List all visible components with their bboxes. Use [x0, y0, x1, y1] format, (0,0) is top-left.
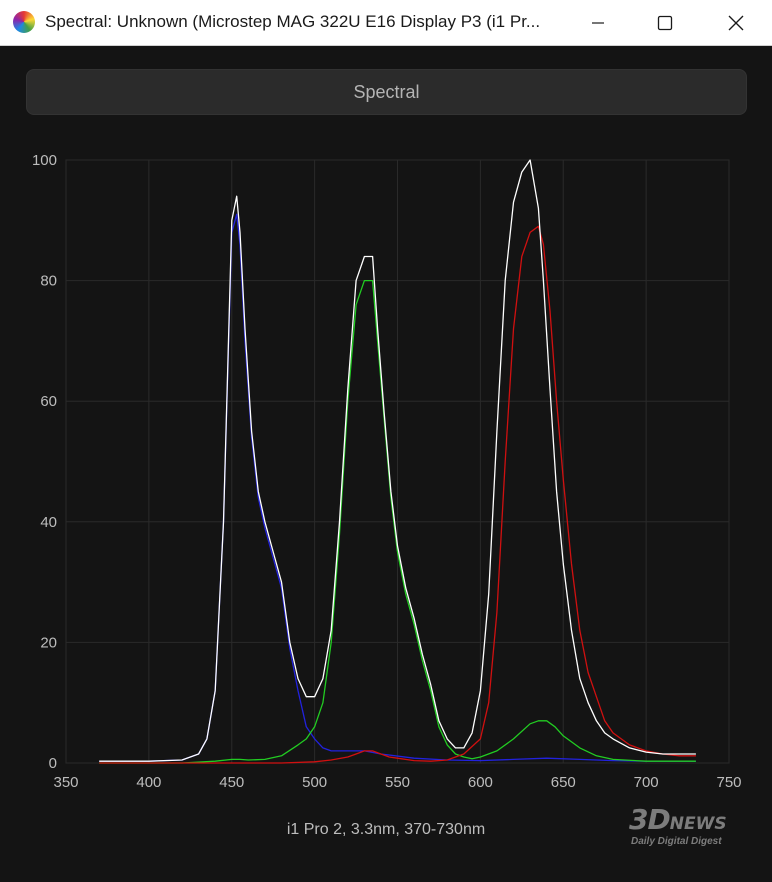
maximize-icon [657, 15, 673, 30]
watermark-brand: 3DNEWS [629, 803, 727, 836]
minimize-button[interactable] [574, 0, 622, 45]
chart-caption: i1 Pro 2, 3.3nm, 370-730nm [286, 821, 486, 838]
white-spectrum-line [99, 159, 696, 762]
chart-series [99, 159, 696, 764]
watermark-logo-suffix: NEWS [669, 814, 727, 834]
x-tick-label: 750 [716, 774, 741, 791]
y-tick-label: 0 [49, 755, 57, 772]
x-tick-label: 350 [53, 774, 78, 791]
x-tick-label: 500 [302, 774, 327, 791]
y-tick-label: 20 [40, 634, 57, 651]
window-title: Spectral: Unknown (Microstep MAG 322U E1… [45, 12, 541, 31]
spectral-mode-button[interactable]: Spectral [26, 69, 747, 115]
y-tick-label: 40 [40, 514, 57, 531]
y-tick-label: 80 [40, 273, 57, 290]
green-spectrum-line [99, 279, 696, 764]
watermark-tagline: Daily Digital Digest [631, 836, 722, 847]
close-icon [728, 15, 744, 30]
x-tick-label: 450 [219, 774, 244, 791]
y-tick-label: 100 [32, 152, 57, 169]
app-color-wheel-icon [13, 11, 35, 33]
x-tick-label: 650 [551, 774, 576, 791]
red-spectrum-line [99, 225, 696, 764]
watermark-logo: 3DNEWS Daily Digital Digest [625, 803, 755, 853]
watermark-logo-text: 3D [629, 803, 671, 836]
x-tick-label: 400 [136, 774, 161, 791]
y-tick-label: 60 [40, 393, 57, 410]
spectral-chart: 350 400 450 500 550 600 650 700 750 0 20 40 60 80 100 [32, 152, 742, 791]
maximize-button[interactable] [641, 0, 689, 45]
x-tick-label: 600 [468, 774, 493, 791]
chart-grid [65, 159, 730, 764]
close-button[interactable] [712, 0, 760, 45]
content-area: Spectral 350 400 450 500 550 600 650 700 750 0 20 4… [1, 46, 771, 881]
minimize-icon [592, 21, 604, 24]
x-tick-label: 700 [634, 774, 659, 791]
x-tick-label: 550 [385, 774, 410, 791]
chart-axes: 350 400 450 500 550 600 650 700 750 0 20 40 60 80 100 [32, 152, 742, 791]
title-bar[interactable]: Spectral: Unknown (Microstep MAG 322U E1… [0, 0, 772, 46]
